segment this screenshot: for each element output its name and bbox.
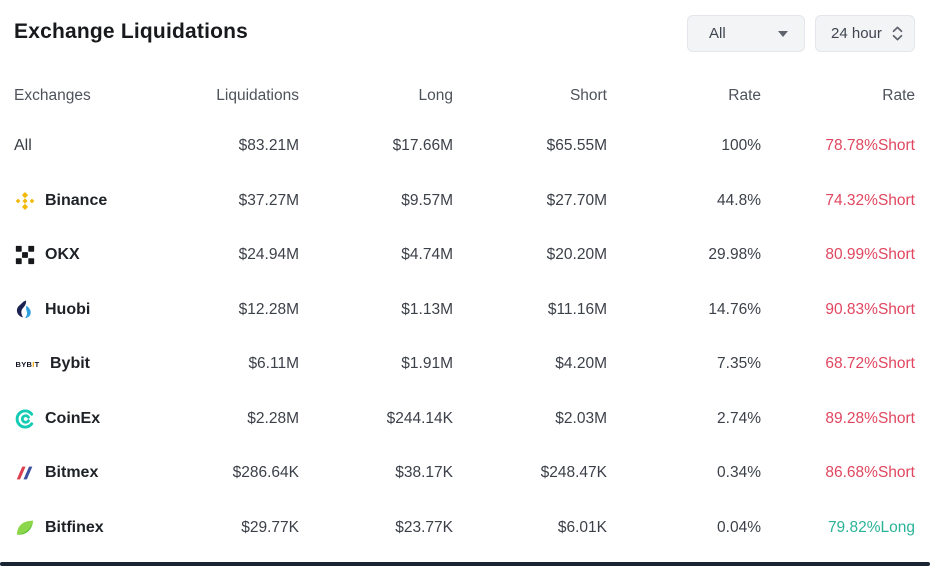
rate-direction-value: 80.99%Short (825, 246, 915, 264)
column-header-long: Long (418, 87, 453, 104)
rate-direction-value: 89.28%Short (825, 409, 915, 427)
period-filter-value: 24 hour (831, 25, 882, 42)
table-row: All $83.21M $17.66M $65.55M 100% 78.78%S… (14, 119, 915, 174)
symbol-filter-dropdown[interactable]: All (687, 15, 805, 52)
long-value: $17.66M (392, 137, 453, 155)
liquidations-value: $286.64K (232, 464, 299, 482)
exchange-name: Bitmex (45, 464, 99, 482)
long-value: $23.77K (395, 518, 453, 536)
exchange-cell-all: All (14, 137, 145, 155)
liquidations-value: $6.11M (248, 355, 299, 373)
long-value: $244.14K (386, 409, 453, 427)
huobi-icon (14, 299, 36, 321)
long-value: $1.13M (401, 300, 453, 318)
rate-value: 7.35% (717, 355, 761, 373)
exchange-name: Binance (45, 191, 108, 209)
binance-icon (14, 190, 36, 212)
rate-value: 44.8% (717, 191, 761, 209)
rate-direction-value: 78.78%Short (825, 137, 915, 155)
table-row: Bitfinex $29.77K $23.77K $6.01K 0.04% 79… (14, 501, 915, 556)
rate-value: 2.74% (717, 409, 761, 427)
rate-value: 29.98% (708, 246, 761, 264)
table-row: CoinEx $2.28M $244.14K $2.03M 2.74% 89.2… (14, 392, 915, 447)
column-header-short: Short (569, 87, 607, 104)
liquidations-value: $24.94M (238, 246, 299, 264)
liquidations-value: $2.28M (247, 409, 299, 427)
exchange-cell-bybit[interactable]: BYB I T Bybit (14, 353, 145, 375)
table-row: BYB I T Bybit $6.11M $1.91M $4.20M 7.35% 6… (14, 337, 915, 392)
exchange-cell-coinex[interactable]: CoinEx (14, 408, 145, 430)
liquidations-value: $29.77K (241, 518, 299, 536)
rate-direction-value: 79.82%Long (827, 518, 915, 536)
chevron-down-icon (778, 30, 788, 37)
topbar: Exchange Liquidations All 24 hour (14, 0, 915, 52)
exchange-cell-binance[interactable]: Binance (14, 190, 145, 212)
short-value: $4.20M (555, 355, 607, 373)
rate-direction-value: 86.68%Short (825, 464, 915, 482)
column-header-rate-direction: Rate (882, 87, 915, 104)
horizontal-scrollbar[interactable] (0, 562, 930, 566)
short-value: $2.03M (555, 409, 607, 427)
column-header-exchanges: Exchanges (14, 87, 91, 104)
symbol-filter-value: All (709, 25, 726, 42)
rate-value: 100% (721, 137, 761, 155)
rate-value: 14.76% (708, 300, 761, 318)
short-value: $248.47K (540, 464, 607, 482)
table-row: Bitmex $286.64K $38.17K $248.47K 0.34% 8… (14, 446, 915, 501)
long-value: $1.91M (401, 355, 453, 373)
exchange-name: Bybit (50, 355, 90, 373)
table-row: OKX $24.94M $4.74M $20.20M 29.98% 80.99%… (14, 228, 915, 283)
exchange-cell-bitmex[interactable]: Bitmex (14, 462, 145, 484)
long-value: $38.17K (395, 464, 453, 482)
long-value: $4.74M (401, 246, 453, 264)
filter-group: All 24 hour (687, 15, 915, 52)
rate-value: 0.34% (717, 464, 761, 482)
page-title: Exchange Liquidations (14, 20, 249, 43)
exchange-name: Huobi (45, 300, 91, 318)
rate-value: 0.04% (717, 518, 761, 536)
column-header-rate: Rate (728, 87, 761, 104)
bitmex-icon (14, 462, 36, 484)
exchange-cell-okx[interactable]: OKX (14, 244, 145, 266)
liquidations-value: $12.28M (238, 300, 299, 318)
period-filter-dropdown[interactable]: 24 hour (815, 15, 915, 52)
short-value: $6.01K (557, 518, 607, 536)
rate-direction-value: 90.83%Short (825, 300, 915, 318)
liquidations-value: $83.21M (238, 137, 299, 155)
long-value: $9.57M (401, 191, 453, 209)
column-header-liquidations: Liquidations (216, 87, 299, 104)
short-value: $65.55M (546, 137, 607, 155)
short-value: $20.20M (546, 246, 607, 264)
bybit-icon: BYB I T (15, 359, 40, 369)
coinex-icon (14, 408, 36, 430)
table-row: Binance $37.27M $9.57M $27.70M 44.8% 74.… (14, 174, 915, 229)
liquidations-value: $37.27M (238, 191, 299, 209)
rate-direction-value: 68.72%Short (825, 355, 915, 373)
up-down-arrows-icon (892, 26, 903, 41)
exchange-name: CoinEx (45, 409, 101, 427)
short-value: $27.70M (546, 191, 607, 209)
exchange-cell-bitfinex[interactable]: Bitfinex (14, 517, 145, 539)
exchange-name: All (14, 137, 32, 155)
exchange-name: Bitfinex (45, 518, 104, 536)
short-value: $11.16M (547, 300, 607, 318)
table-header-row: Exchanges Liquidations Long Short Rate R… (14, 73, 915, 119)
bitfinex-icon (14, 517, 36, 539)
rate-direction-value: 74.32%Short (825, 191, 915, 209)
exchange-cell-huobi[interactable]: Huobi (14, 299, 145, 321)
table-row: Huobi $12.28M $1.13M $11.16M 14.76% 90.8… (14, 283, 915, 338)
exchange-name: OKX (45, 246, 80, 264)
okx-icon (14, 244, 36, 266)
